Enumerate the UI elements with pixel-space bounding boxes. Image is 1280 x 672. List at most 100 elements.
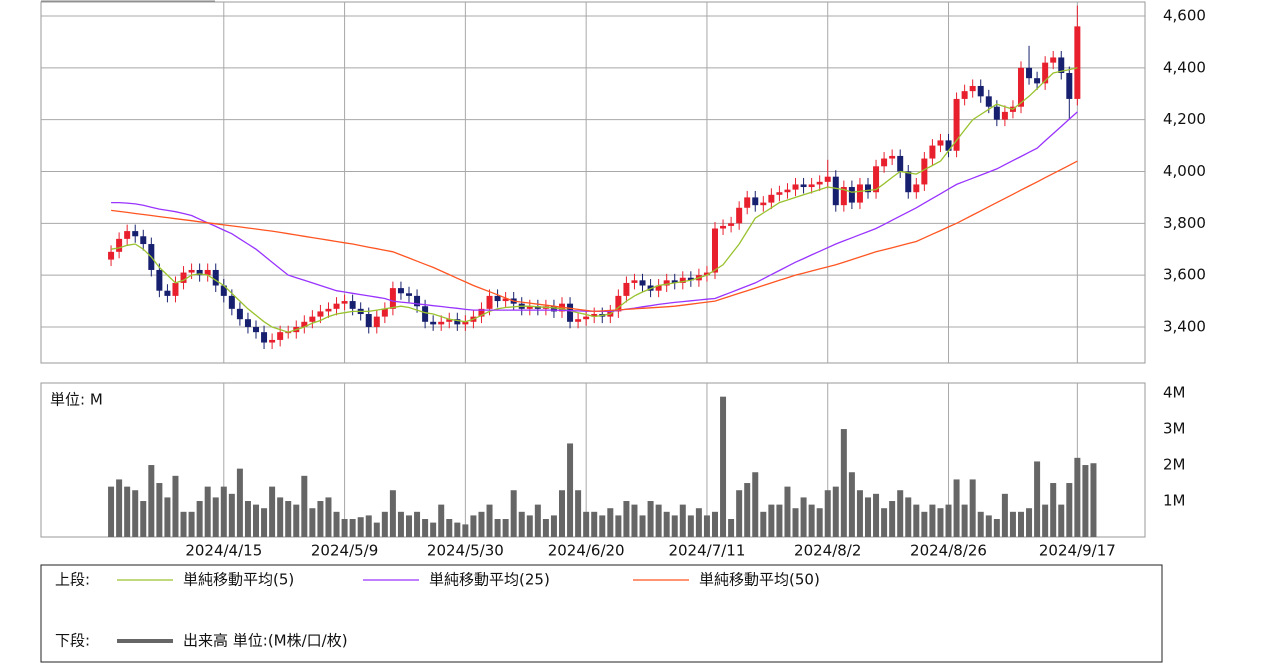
volume-bar xyxy=(816,508,823,537)
candle-body xyxy=(792,184,799,190)
volume-bar xyxy=(349,519,356,537)
volume-bar xyxy=(615,515,622,537)
volume-bar xyxy=(430,522,437,537)
volume-bar xyxy=(365,515,372,537)
volume-bar xyxy=(647,501,654,537)
volume-bar xyxy=(317,501,324,537)
y-tick-label: 3,600 xyxy=(1163,266,1206,284)
candle-body xyxy=(212,269,219,286)
volume-bar xyxy=(470,515,477,537)
volume-bar xyxy=(373,522,380,537)
candle-body xyxy=(309,316,316,322)
volume-bar xyxy=(397,511,404,537)
volume-bar xyxy=(824,490,831,537)
candle-body xyxy=(832,176,839,206)
candle-body xyxy=(430,321,437,325)
legend-label: 単純移動平均(25) xyxy=(429,571,550,589)
candle-body xyxy=(204,269,211,276)
volume-bar xyxy=(929,504,936,537)
legend-label: 単純移動平均(5) xyxy=(183,571,294,589)
y-tick-label: 4,000 xyxy=(1163,162,1206,180)
volume-bar xyxy=(1074,457,1081,537)
candle-body xyxy=(1026,67,1033,79)
candle-body xyxy=(1042,62,1049,84)
candle-body xyxy=(736,207,743,224)
candle-body xyxy=(108,251,115,260)
candle-body xyxy=(873,166,880,193)
candle-body xyxy=(744,197,751,208)
moving-average-line xyxy=(111,160,1078,313)
x-tick-label: 2024/5/30 xyxy=(427,542,504,560)
volume-bar xyxy=(550,515,557,537)
volume-bar xyxy=(655,504,662,537)
candle-body xyxy=(140,236,147,245)
candle-body xyxy=(422,306,429,322)
candle-body xyxy=(929,145,936,159)
volume-bar xyxy=(148,465,155,537)
candle-body xyxy=(897,155,904,172)
candle-body xyxy=(269,339,276,343)
volume-bar xyxy=(542,519,549,537)
candle-body xyxy=(711,228,718,273)
volume-bar xyxy=(180,511,187,537)
candle-body xyxy=(1058,57,1065,74)
candle-body xyxy=(816,181,823,185)
volume-bar xyxy=(736,490,743,537)
y-tick-label: 2M xyxy=(1163,456,1186,474)
volume-bar xyxy=(800,497,807,537)
volume-bar xyxy=(164,497,171,537)
candle-body xyxy=(945,140,952,151)
volume-bar xyxy=(188,511,195,537)
candle-body xyxy=(228,295,235,309)
x-tick-label: 2024/7/11 xyxy=(668,542,745,560)
volume-bar xyxy=(567,443,574,537)
legend-label: 単純移動平均(50) xyxy=(699,571,820,589)
candle-body xyxy=(808,184,815,188)
volume-bar xyxy=(881,508,888,537)
volume-bar xyxy=(261,508,268,537)
legend-box xyxy=(40,564,1163,663)
x-tick-label: 2024/8/26 xyxy=(910,542,987,560)
candle-body xyxy=(575,319,582,322)
volume-bar xyxy=(293,504,300,537)
candle-body xyxy=(913,184,920,193)
candle-body xyxy=(591,314,598,317)
candle-body xyxy=(172,282,179,296)
candle-body xyxy=(381,308,388,317)
candle-body xyxy=(301,321,308,327)
volume-bar xyxy=(985,515,992,537)
candle-body xyxy=(768,194,775,203)
volume-bar xyxy=(768,504,775,537)
volume-bar xyxy=(752,472,759,537)
candle-body xyxy=(703,272,710,276)
candle-body xyxy=(993,106,1000,120)
candle-body xyxy=(953,98,960,151)
volume-bar xyxy=(172,475,179,537)
volume-bar xyxy=(558,490,565,537)
volume-bar xyxy=(253,504,260,537)
candle-body xyxy=(1034,78,1041,84)
volume-bar xyxy=(414,511,421,537)
candle-body xyxy=(752,197,759,206)
volume-bar xyxy=(309,508,316,537)
candle-body xyxy=(220,285,227,296)
volume-bar xyxy=(583,511,590,537)
candle-body xyxy=(277,332,284,340)
candle-body xyxy=(663,280,670,286)
volume-bar xyxy=(285,501,292,537)
candle-body xyxy=(486,295,493,309)
candle-body xyxy=(824,176,831,182)
candle-body xyxy=(406,293,412,296)
candle-body xyxy=(244,319,251,327)
volume-bar xyxy=(671,515,678,537)
volume-bar xyxy=(760,511,767,537)
candle-body xyxy=(671,280,678,283)
volume-bar xyxy=(269,486,276,537)
volume-bar xyxy=(993,519,1000,537)
candle-body xyxy=(124,231,131,239)
candle-body xyxy=(720,225,727,229)
candle-body xyxy=(478,308,485,317)
volume-bar xyxy=(1001,493,1008,537)
volume-bar xyxy=(889,501,896,537)
